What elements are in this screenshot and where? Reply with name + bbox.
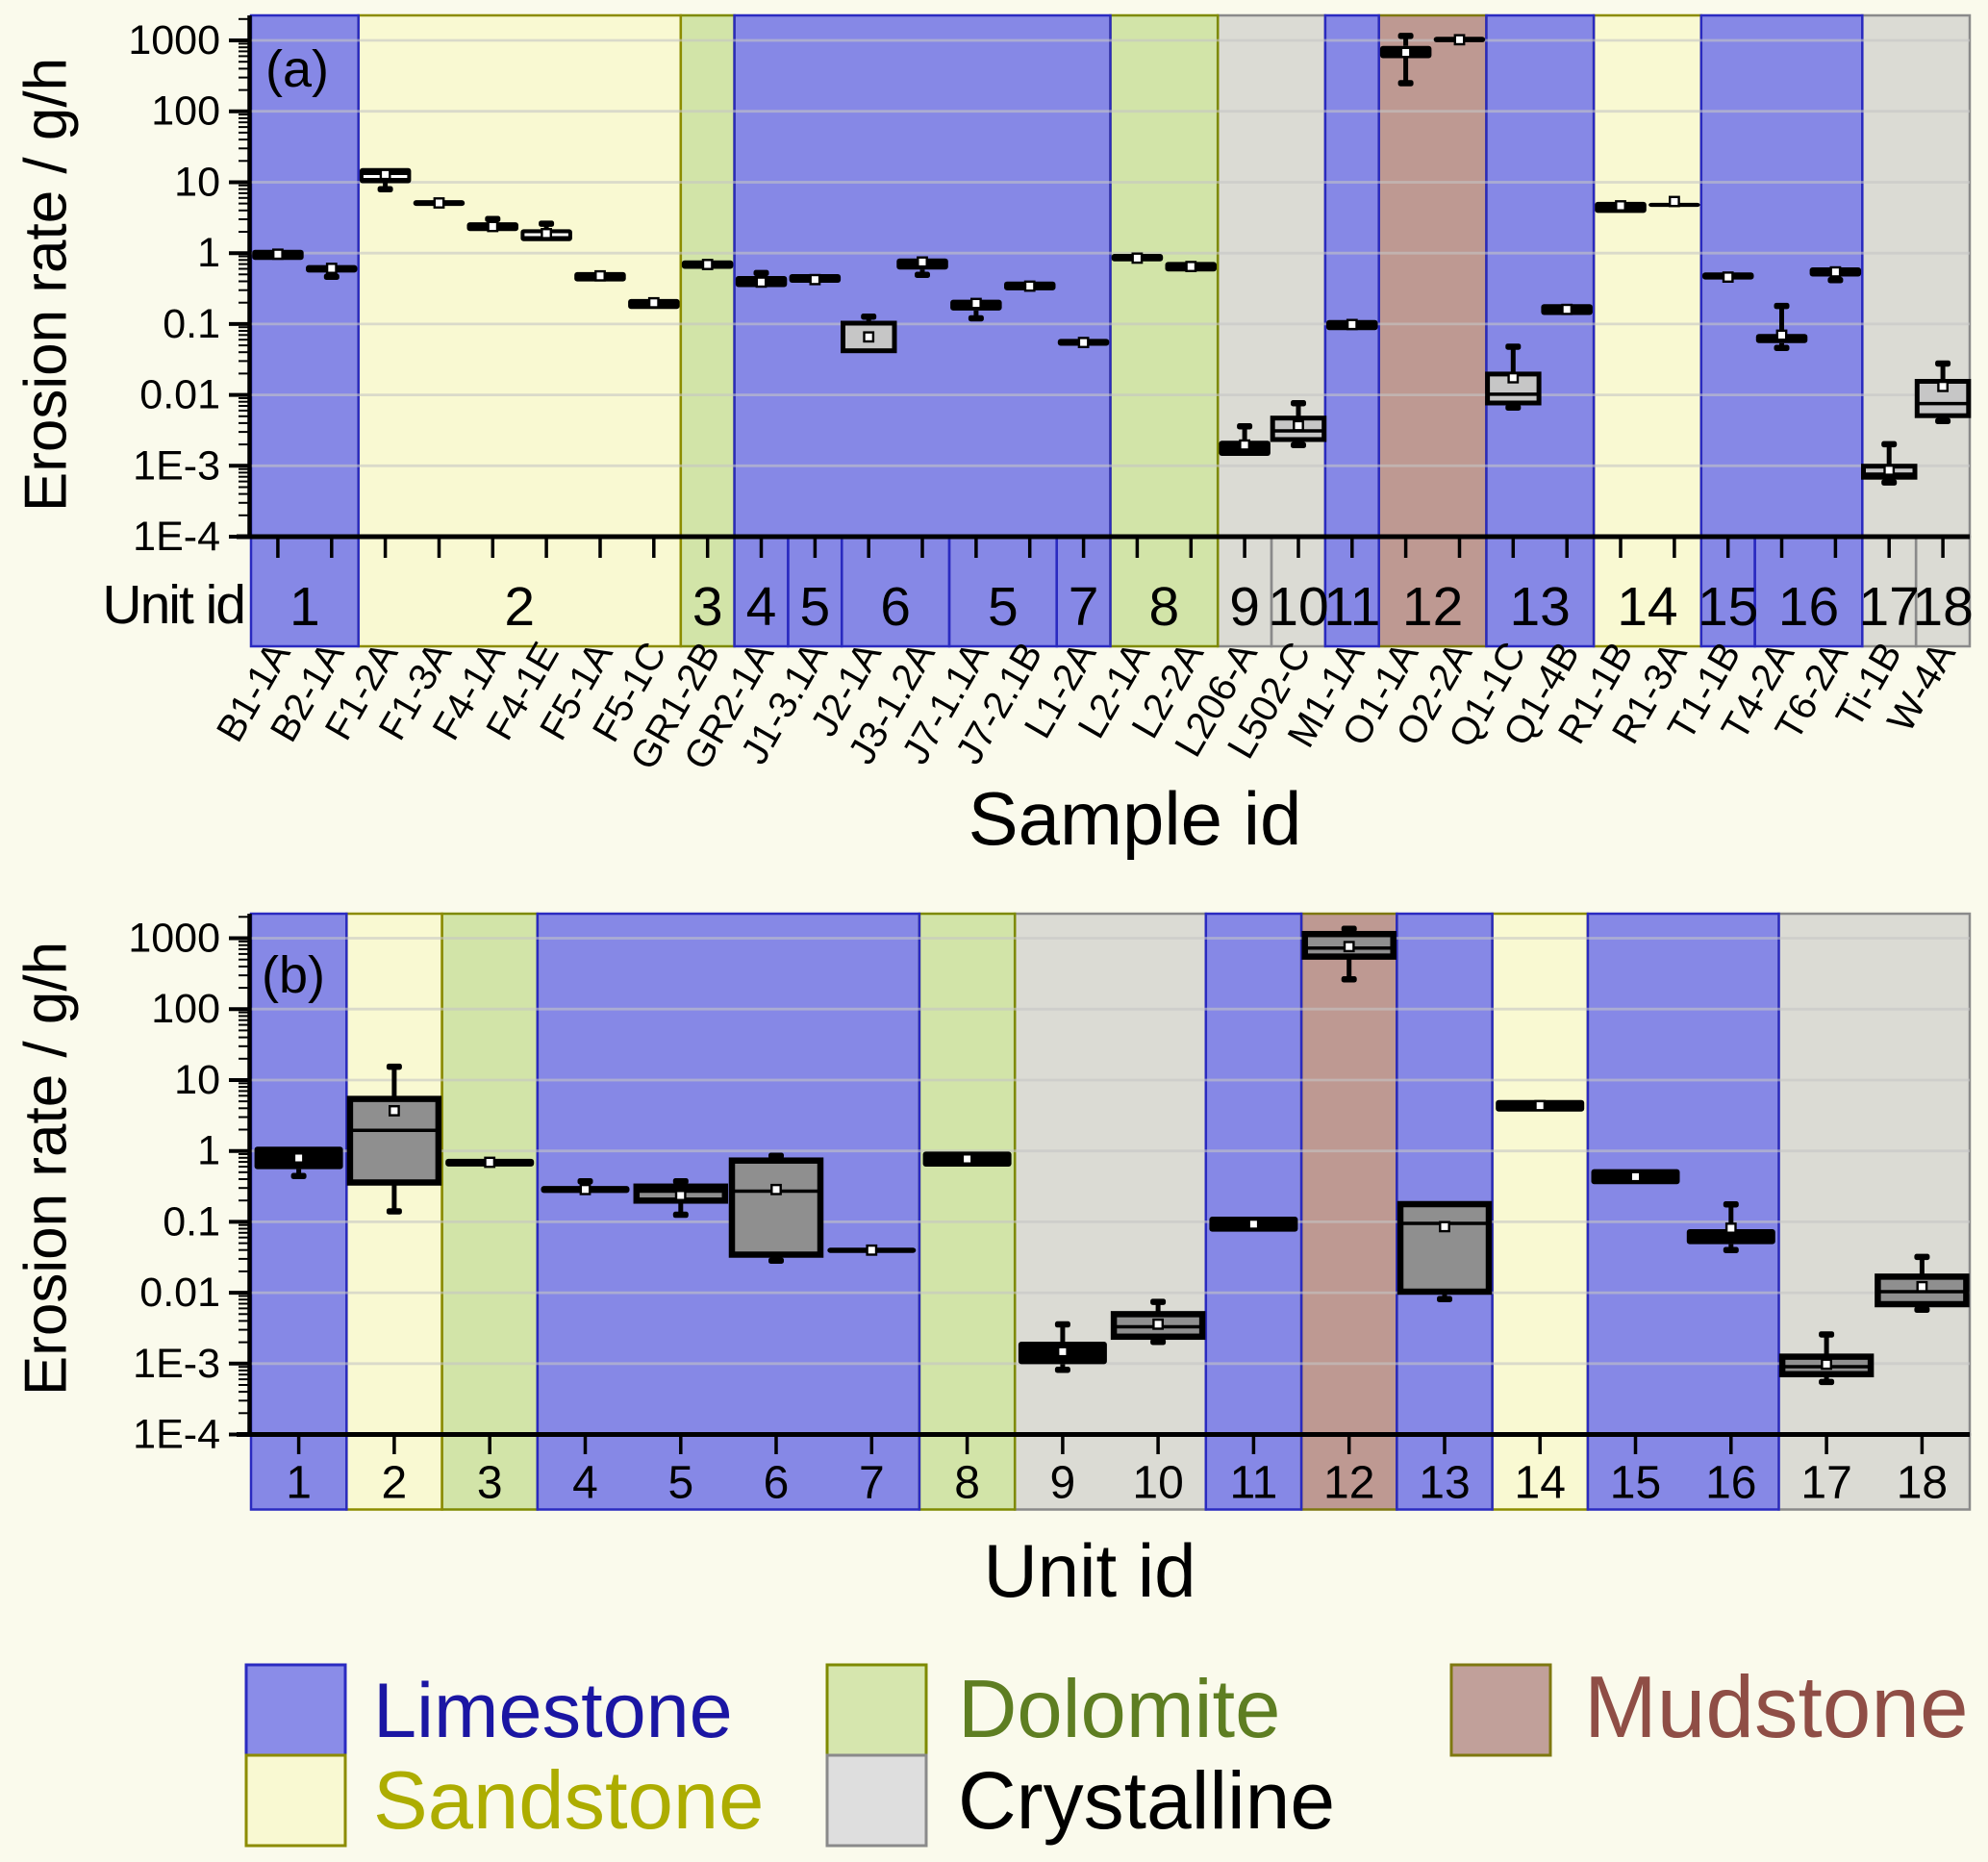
svg-text:Dolomite: Dolomite	[958, 1664, 1280, 1755]
svg-text:0.1: 0.1	[163, 301, 220, 347]
svg-text:13: 13	[1509, 576, 1570, 638]
svg-text:1: 1	[197, 1128, 220, 1174]
svg-text:Crystalline: Crystalline	[958, 1755, 1335, 1846]
svg-text:12: 12	[1323, 1458, 1374, 1509]
svg-text:9: 9	[1050, 1458, 1076, 1509]
svg-text:1E-4: 1E-4	[133, 1412, 220, 1458]
svg-text:10: 10	[1132, 1458, 1183, 1509]
svg-text:Erosion rate / g/h: Erosion rate / g/h	[13, 58, 80, 512]
svg-text:14: 14	[1617, 576, 1677, 638]
svg-text:11: 11	[1229, 1458, 1277, 1509]
svg-text:8: 8	[1148, 576, 1179, 638]
svg-text:Unit id: Unit id	[102, 574, 244, 636]
svg-text:1E-3: 1E-3	[133, 1341, 220, 1387]
svg-text:1: 1	[197, 230, 220, 276]
svg-text:0.01: 0.01	[139, 1270, 220, 1316]
svg-text:3: 3	[477, 1458, 503, 1509]
svg-text:10: 10	[1268, 576, 1328, 638]
svg-text:12: 12	[1402, 576, 1463, 638]
svg-text:8: 8	[954, 1458, 980, 1509]
svg-text:1000: 1000	[128, 916, 220, 962]
svg-text:3: 3	[692, 576, 723, 638]
svg-text:Erosion rate / g/h: Erosion rate / g/h	[13, 942, 80, 1396]
svg-text:1: 1	[286, 1458, 312, 1509]
svg-text:Unit id: Unit id	[983, 1528, 1195, 1613]
svg-text:0.01: 0.01	[139, 372, 220, 418]
svg-text:18: 18	[1912, 576, 1973, 638]
svg-text:1E-4: 1E-4	[133, 514, 220, 560]
svg-text:5: 5	[800, 576, 831, 638]
svg-text:15: 15	[1610, 1458, 1661, 1509]
svg-text:1: 1	[289, 576, 320, 638]
svg-text:7: 7	[859, 1458, 885, 1509]
svg-text:1E-3: 1E-3	[133, 442, 220, 489]
svg-text:16: 16	[1778, 576, 1839, 638]
svg-text:18: 18	[1897, 1458, 1948, 1509]
svg-text:4: 4	[572, 1458, 598, 1509]
svg-text:14: 14	[1515, 1458, 1566, 1509]
svg-text:100: 100	[151, 88, 220, 135]
svg-text:(a): (a)	[265, 40, 329, 98]
svg-text:9: 9	[1229, 576, 1260, 638]
svg-text:16: 16	[1705, 1458, 1756, 1509]
svg-text:100: 100	[151, 986, 220, 1032]
svg-text:17: 17	[1800, 1458, 1851, 1509]
svg-text:4: 4	[746, 576, 777, 638]
svg-text:Sandstone: Sandstone	[373, 1755, 764, 1847]
svg-text:Limestone: Limestone	[373, 1668, 733, 1754]
svg-text:11: 11	[1323, 576, 1380, 638]
svg-text:0.1: 0.1	[163, 1198, 220, 1245]
svg-text:7: 7	[1069, 576, 1099, 638]
svg-text:10: 10	[174, 160, 220, 206]
svg-text:2: 2	[504, 576, 535, 638]
svg-text:Mudstone: Mudstone	[1584, 1659, 1969, 1756]
svg-text:1000: 1000	[128, 17, 220, 63]
svg-text:6: 6	[880, 576, 911, 638]
svg-text:15: 15	[1698, 576, 1758, 638]
svg-text:13: 13	[1419, 1458, 1470, 1509]
svg-text:2: 2	[382, 1458, 408, 1509]
svg-text:(b): (b)	[262, 946, 325, 1004]
svg-text:10: 10	[174, 1057, 220, 1103]
svg-text:17: 17	[1858, 576, 1919, 638]
svg-text:Sample id: Sample id	[969, 776, 1302, 861]
svg-text:6: 6	[764, 1458, 790, 1509]
svg-text:5: 5	[988, 576, 1019, 638]
svg-text:5: 5	[667, 1458, 693, 1509]
